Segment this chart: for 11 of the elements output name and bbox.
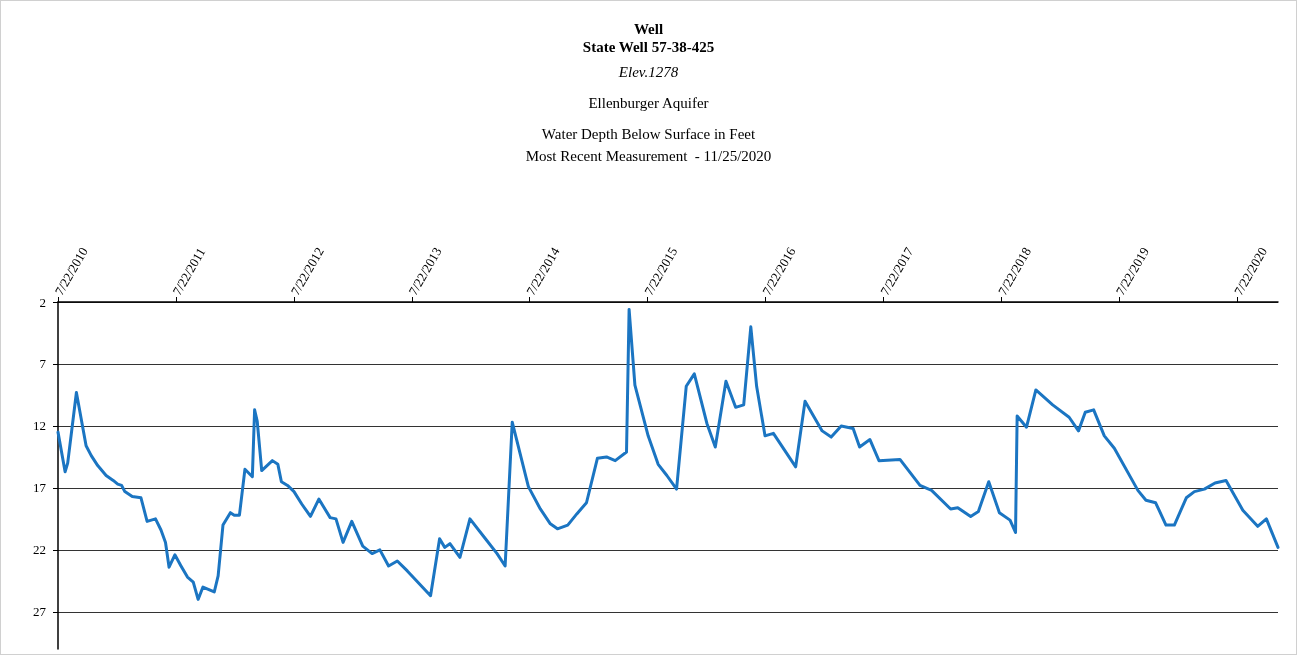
y-tick-label: 17	[33, 480, 47, 496]
y-tick-label: 27	[33, 604, 47, 620]
y-tick-label: 22	[33, 542, 46, 558]
y-tick-label: 12	[33, 418, 46, 434]
text: Ellenburger Aquifer	[588, 95, 709, 111]
text: Water Depth Below Surface in Feet Most Recent Measurement - 11/25/2020	[525, 126, 772, 164]
y-tick-label: 7	[39, 356, 47, 372]
line-series	[56, 307, 1280, 601]
chart-subtitle: Elev.1278	[617, 63, 679, 80]
y-tick-label: 2	[39, 294, 46, 310]
chart-title: Well State Well 57-38-425	[582, 21, 715, 55]
